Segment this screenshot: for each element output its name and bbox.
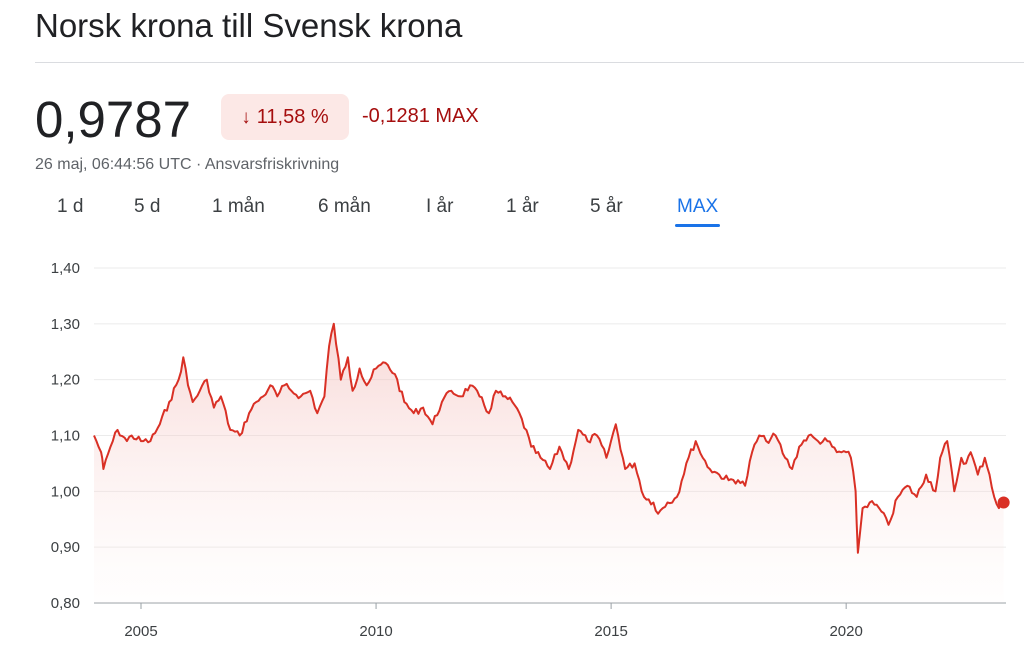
change-percent: 11,58 % xyxy=(256,105,329,128)
active-tab-indicator xyxy=(675,224,721,227)
tab-6man[interactable]: 6 mån xyxy=(318,196,371,217)
y-axis: 1,40 1,30 1,20 1,10 1,00 0,90 0,80 xyxy=(51,260,80,612)
x-tick-label: 2005 xyxy=(124,623,157,640)
current-price: 0,9787 xyxy=(35,91,191,148)
tab-max[interactable]: MAX xyxy=(675,194,721,227)
y-tick-label: 1,40 xyxy=(51,260,80,277)
tab-1ar[interactable]: 1 år xyxy=(506,196,539,217)
tab-1d[interactable]: 1 d xyxy=(57,196,84,217)
tab-5d[interactable]: 5 d xyxy=(134,196,161,217)
area-layer xyxy=(93,322,1010,603)
arrow-down-icon: ↓ xyxy=(241,106,251,128)
x-axis: 2005 2010 2015 2020 xyxy=(124,603,863,640)
x-tick-label: 2020 xyxy=(829,623,862,640)
current-value-dot[interactable] xyxy=(997,496,1010,509)
y-tick-label: 1,30 xyxy=(51,316,80,333)
x-tick-label: 2010 xyxy=(359,623,392,640)
y-tick-label: 1,00 xyxy=(51,483,80,500)
disclaimer-link[interactable]: Ansvarsfriskrivning xyxy=(204,156,340,173)
tab-1man[interactable]: 1 mån xyxy=(212,196,265,217)
y-tick-label: 0,80 xyxy=(51,595,80,612)
y-tick-label: 1,10 xyxy=(51,428,80,445)
tab-5ar[interactable]: 5 år xyxy=(590,196,623,217)
series-area-fill xyxy=(94,323,1004,603)
change-absolute: -0,1281 MAX xyxy=(362,105,479,127)
separator-dot: · xyxy=(195,156,202,173)
x-tick-label: 2015 xyxy=(594,623,627,640)
timestamp: 26 maj, 06:44:56 UTC xyxy=(35,156,192,173)
price-chart: 1,40 1,30 1,20 1,10 1,00 0,90 0,80 2005 2010 201… xyxy=(51,260,1010,640)
page-title: Norsk krona till Svensk krona xyxy=(35,7,463,44)
y-tick-label: 1,20 xyxy=(51,372,80,389)
y-tick-label: 0,90 xyxy=(51,539,80,556)
series-line xyxy=(93,322,1005,554)
tab-i-ar[interactable]: I år xyxy=(426,196,454,217)
change-percent-badge: ↓ 11,58 % xyxy=(221,94,349,140)
timestamp-row: 26 maj, 06:44:56 UTC · Ansvarsfriskrivni… xyxy=(35,154,339,176)
header-divider xyxy=(35,62,1024,63)
range-tabs: 1 d 5 d 1 mån 6 mån I år 1 år 5 år MAX xyxy=(35,194,755,230)
